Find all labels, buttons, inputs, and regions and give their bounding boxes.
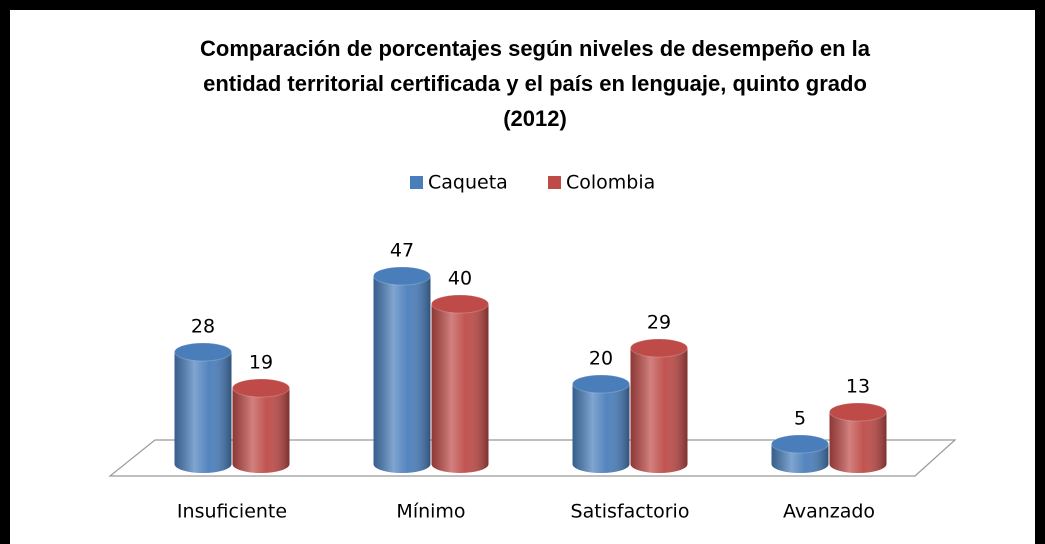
data-label: 28: [191, 316, 215, 338]
legend-swatch: [548, 176, 561, 189]
bar-top: [829, 402, 887, 422]
legend-swatch: [410, 176, 423, 189]
bar-shade: [572, 384, 630, 473]
bar-top: [431, 294, 489, 314]
bar-top: [572, 374, 630, 394]
chart-title: entidad territorial certificada y el paí…: [203, 71, 867, 96]
bar-shade: [174, 352, 232, 473]
chart-title: Comparación de porcentajes según niveles…: [200, 36, 871, 61]
bar-shade: [829, 412, 887, 473]
bar-shade: [373, 276, 431, 473]
x-tick-label: Mínimo: [396, 501, 465, 523]
legend-label: Caqueta: [428, 172, 508, 194]
data-label: 13: [846, 376, 870, 398]
bar-top: [630, 338, 688, 358]
bar-shade: [431, 304, 489, 473]
x-tick-label: Insuficiente: [177, 501, 287, 523]
data-label: 20: [589, 348, 613, 370]
data-label: 19: [249, 352, 273, 374]
legend-label: Colombia: [566, 172, 655, 194]
bar-top: [373, 266, 431, 286]
data-label: 5: [794, 408, 806, 430]
bar-shade: [630, 348, 688, 473]
x-tick-label: Satisfactorio: [571, 501, 690, 523]
data-label: 40: [448, 268, 472, 290]
bar-top: [771, 434, 829, 454]
bar-top: [232, 378, 290, 398]
data-label: 47: [390, 240, 414, 262]
bar-shade: [232, 388, 290, 473]
floor: [108, 439, 957, 477]
x-tick-label: Avanzado: [783, 501, 875, 523]
chart-title: (2012): [503, 106, 567, 131]
data-label: 29: [647, 312, 671, 334]
bar-top: [174, 342, 232, 362]
